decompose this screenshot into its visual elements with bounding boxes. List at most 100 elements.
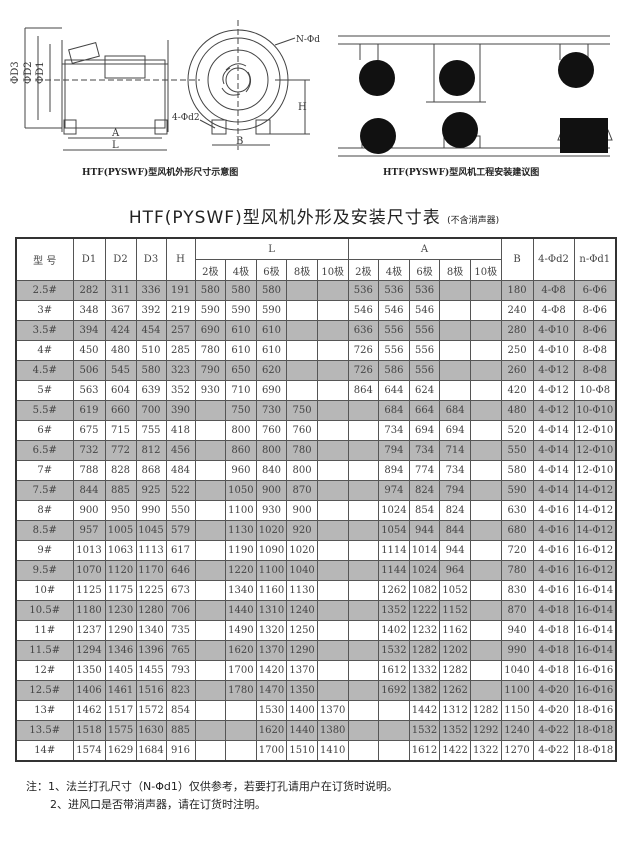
table-cell: 1517 xyxy=(104,700,137,721)
table-cell: 1225 xyxy=(135,580,167,601)
table-cell: 4-Φ14 xyxy=(532,480,575,501)
table-cell: 1350 xyxy=(72,660,106,681)
table-cell: 522 xyxy=(165,480,196,501)
table-cell: 1232 xyxy=(408,620,441,641)
table-cell: 16-Φ14 xyxy=(573,600,617,621)
table-cell xyxy=(316,580,349,601)
table-cell: 854 xyxy=(408,500,441,521)
table-cell: 4-Φ16 xyxy=(532,560,575,581)
label-d3: ΦD3 xyxy=(10,61,21,84)
table-cell: 4-Φ16 xyxy=(532,500,575,521)
table-cell: 4-Φ12 xyxy=(532,380,575,401)
table-cell: 1532 xyxy=(378,640,410,661)
table-cell: 675 xyxy=(72,420,106,441)
note-2: 2、进风口是否带消声器，请在订货时注明。 xyxy=(50,798,266,811)
table-cell: 925 xyxy=(135,480,167,501)
table-cell xyxy=(347,660,380,681)
header-l-4-pole: 4极 xyxy=(225,259,257,281)
table-cell: 630 xyxy=(500,500,534,521)
table-cell: 1684 xyxy=(135,740,167,762)
table-cell: 990 xyxy=(500,640,534,661)
table-cell: 1630 xyxy=(135,720,167,741)
table-cell: 9# xyxy=(15,540,74,561)
table-cell xyxy=(469,320,502,341)
table-cell: 4-Φ14 xyxy=(532,420,575,441)
label-a: A xyxy=(111,128,120,139)
table-cell: 556 xyxy=(408,320,441,341)
table-cell: 1150 xyxy=(500,700,534,721)
table-cell: 1692 xyxy=(378,680,410,701)
table-row: 3.5# 394 424 454 257 690 610 610 636 556 556 280 4-Φ… xyxy=(15,320,617,341)
table-cell xyxy=(316,360,349,381)
table-cell: 974 xyxy=(378,480,410,501)
header-a-2-pole: 2极 xyxy=(347,259,380,281)
table-cell: 282 xyxy=(72,280,106,301)
table-cell: 1113 xyxy=(135,540,167,561)
table-cell: 257 xyxy=(165,320,196,341)
table-cell: 18-Φ16 xyxy=(573,700,617,721)
table-cell: 1510 xyxy=(286,740,318,762)
table-cell: 794 xyxy=(439,480,471,501)
table-cell: 8# xyxy=(15,500,74,521)
table-cell xyxy=(316,500,349,521)
table-body: 2.5# 282 311 336 191 580 580 580 536 536 536 180 4-Φ… xyxy=(15,280,617,762)
table-cell: 644 xyxy=(378,380,410,401)
table-cell xyxy=(347,480,380,501)
table-cell: 1024 xyxy=(378,500,410,521)
table-row: 9# 1013 1063 1113 617 1190 1090 1020 1114 1014 944… xyxy=(15,540,617,561)
table-cell: 868 xyxy=(135,460,167,481)
table-cell: 580 xyxy=(135,360,167,381)
table-cell: 11# xyxy=(15,620,74,641)
table-cell: 760 xyxy=(286,420,318,441)
table-cell: 550 xyxy=(165,500,196,521)
table-cell xyxy=(347,580,380,601)
table-row: 2.5# 282 311 336 191 580 580 580 536 536 536 180 4-Φ… xyxy=(15,280,617,301)
table-cell: 323 xyxy=(165,360,196,381)
table-cell xyxy=(347,440,380,461)
table-cell xyxy=(469,520,502,541)
table-cell: 790 xyxy=(194,360,227,381)
table-cell: 536 xyxy=(347,280,380,301)
table-cell: 579 xyxy=(165,520,196,541)
table-cell: 1574 xyxy=(72,740,106,762)
table-cell xyxy=(316,560,349,581)
table-cell: 930 xyxy=(194,380,227,401)
table-cell: 9.5# xyxy=(15,560,74,581)
table-cell xyxy=(469,400,502,421)
table-cell xyxy=(439,380,471,401)
table-cell xyxy=(378,700,410,721)
table-cell: 680 xyxy=(500,520,534,541)
table-cell: 1222 xyxy=(408,600,441,621)
table-cell: 1780 xyxy=(225,680,257,701)
table-row: 5# 563 604 639 352 930 710 690 864 644 624 420 4-Φ12… xyxy=(15,380,617,401)
table-cell: 6# xyxy=(15,420,74,441)
table-cell: 10-Φ10 xyxy=(573,400,617,421)
table-cell xyxy=(286,320,318,341)
table-cell: 484 xyxy=(165,460,196,481)
header-l-8-pole: 8极 xyxy=(286,259,318,281)
table-cell: 1100 xyxy=(255,560,288,581)
table-cell xyxy=(316,280,349,301)
table-cell: 14-Φ12 xyxy=(573,500,617,521)
header-l: L xyxy=(194,237,349,260)
table-cell xyxy=(194,420,227,441)
table-cell: 1400 xyxy=(286,700,318,721)
table-cell: 715 xyxy=(104,420,137,441)
table-cell: 1020 xyxy=(286,540,318,561)
table-cell: 734 xyxy=(439,460,471,481)
table-cell: 546 xyxy=(347,300,380,321)
table-cell: 4-Φ16 xyxy=(532,540,575,561)
table-cell xyxy=(469,360,502,381)
table-cell: 520 xyxy=(500,420,534,441)
table-cell: 450 xyxy=(72,340,106,361)
table-row: 8# 900 950 990 550 1100 930 900 1024 854 824 630 4-Φ… xyxy=(15,500,617,521)
note-1: 注：1、法兰打孔尺寸（N-Φd1）仅供参考，若要打孔请用户在订货时说明。 xyxy=(26,780,398,793)
table-cell xyxy=(194,520,227,541)
table-cell: 352 xyxy=(165,380,196,401)
table-cell: 556 xyxy=(378,320,410,341)
header-h: H xyxy=(165,237,196,281)
table-cell xyxy=(316,480,349,501)
table-cell: 563 xyxy=(72,380,106,401)
table-cell xyxy=(194,680,227,701)
table-cell xyxy=(347,420,380,441)
